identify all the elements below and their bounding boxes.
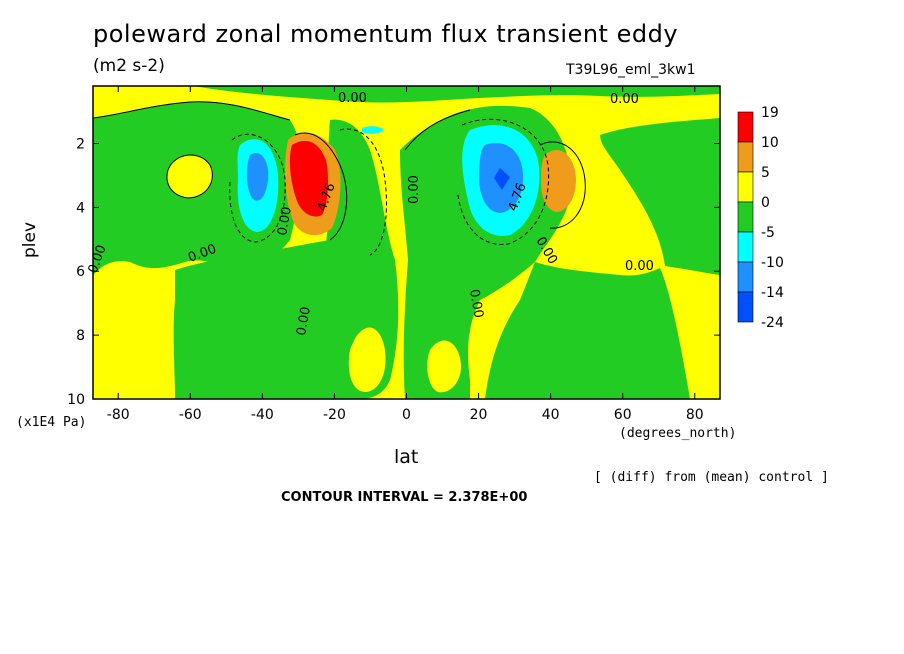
run-label: T39L96_eml_3kw1 — [566, 62, 696, 78]
x-tick-label: -80 — [107, 407, 130, 423]
colorbar-swatch — [737, 171, 754, 203]
contour-fill-darkblue-nh — [494, 168, 510, 190]
colorbar-swatch — [737, 261, 754, 293]
x-tick-label: -40 — [251, 407, 274, 423]
y-tick-label: 4 — [76, 200, 85, 216]
contour-fill-yellow-island-1 — [348, 327, 386, 392]
contour-line-zero-nh — [404, 109, 471, 151]
contour-label: 0.00 — [610, 92, 639, 107]
contour-fill-red-sh — [289, 140, 329, 217]
contour-interval: CONTOUR INTERVAL = 2.378E+00 — [281, 490, 528, 505]
contour-fill-green-nh-polar — [600, 118, 720, 275]
y-tick-label: 6 — [76, 264, 85, 280]
chart-units: (m2 s-2) — [93, 56, 165, 76]
x-tick-label: 0 — [402, 407, 411, 423]
x-tick-label: 20 — [470, 407, 488, 423]
colorbar-swatch — [737, 111, 754, 143]
contour-line-dashed-sh — [229, 133, 286, 243]
colorbar-swatch — [737, 141, 754, 173]
x-axis-label: lat — [394, 446, 419, 468]
colorbar-label: 19 — [761, 105, 779, 121]
contour-line-island — [166, 154, 213, 199]
x-tick-label: -20 — [323, 407, 346, 423]
x-axis-unit: (degrees_north) — [619, 426, 737, 441]
contour-fill-orange-nh — [540, 150, 576, 212]
chart-title: poleward zonal momentum flux transient e… — [93, 20, 679, 48]
x-tick-label: -60 — [179, 407, 202, 423]
contour-line-nh-positive — [539, 141, 586, 229]
contour-label: 0.00 — [338, 91, 367, 106]
colorbar-label: -14 — [761, 285, 784, 301]
y-tick-label: 10 — [67, 392, 85, 408]
y-axis: 2 4 6 8 10 — [67, 136, 720, 408]
contour-fill-blue-sh — [246, 152, 269, 201]
x-tick-label: 80 — [686, 407, 704, 423]
x-tick-label: 40 — [542, 407, 560, 423]
colorbar-label: -24 — [761, 315, 784, 331]
contour-line-dashed-tropics — [339, 128, 388, 256]
x-tick-label: 60 — [614, 407, 632, 423]
colorbar-label: 5 — [761, 165, 770, 181]
colorbar: 19 10 5 0 -5 -10 -14 -24 — [737, 105, 784, 331]
contour-fill-yellow-island-2 — [427, 340, 461, 393]
contour-label: 0.00 — [466, 288, 486, 319]
contour-fill-cyan-top-sh — [362, 126, 384, 134]
colorbar-swatch — [737, 201, 754, 233]
contour-line-sh-positive — [294, 132, 348, 241]
colorbar-label: 10 — [761, 135, 779, 151]
contour-lines — [93, 101, 586, 256]
y-axis-unit: (x1E4 Pa) — [16, 415, 87, 430]
contour-fill-green-tropics — [250, 119, 399, 399]
colorbar-swatch — [737, 291, 754, 323]
diff-note: [ (diff) from (mean) control ] — [594, 470, 829, 485]
contour-label: 0.00 — [275, 206, 295, 237]
contour-line-zero-sh — [93, 101, 291, 121]
filled-contours — [93, 86, 720, 399]
colorbar-label: -5 — [761, 225, 775, 241]
y-tick-label: 8 — [76, 328, 85, 344]
contour-line-dashed-nh — [457, 118, 550, 245]
x-axis: -80 -60 -40 -20 0 20 40 60 80 — [107, 86, 704, 423]
contour-label: 0.00 — [625, 259, 654, 274]
colorbar-swatch — [737, 231, 754, 263]
contour-label: 0.00 — [407, 175, 422, 204]
contour-label: 0.00 — [294, 306, 314, 337]
colorbar-label: -10 — [761, 255, 784, 271]
y-tick-label: 2 — [76, 136, 85, 152]
contour-fill-yellow-island-3 — [166, 154, 213, 198]
contour-fill-green-top — [193, 86, 720, 103]
colorbar-label: 0 — [761, 195, 770, 211]
contour-fill-green-nh-lower — [485, 262, 690, 399]
